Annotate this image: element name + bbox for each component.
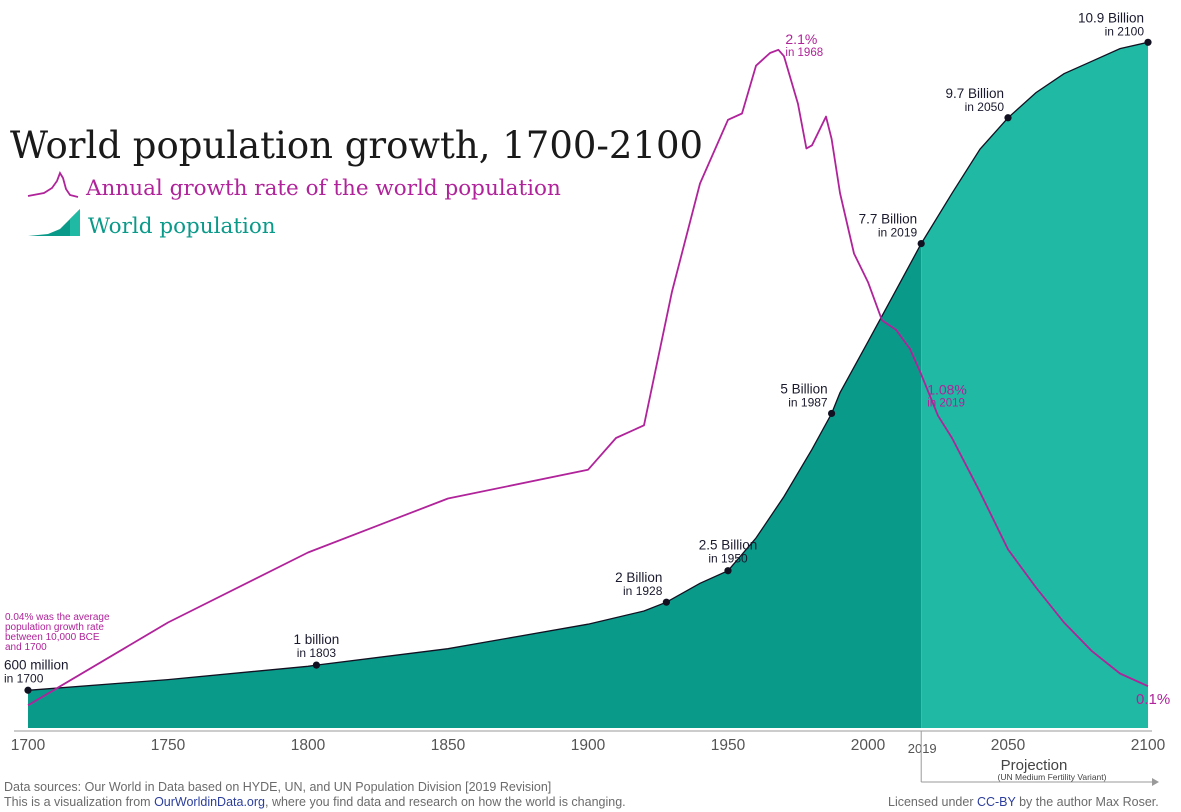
data-point-layer xyxy=(24,38,1152,694)
legend-population-label: World population xyxy=(88,214,276,239)
population-point-1928 xyxy=(662,598,671,606)
population-area-icon xyxy=(28,209,80,236)
population-sublabel-1700: in 1700 xyxy=(4,671,44,685)
x-tick-label-1800: 1800 xyxy=(291,737,326,754)
growth-note-line-3: between 10,000 BCE xyxy=(5,632,100,643)
cc-by-link[interactable]: CC-BY xyxy=(976,795,1016,809)
footer-sources: Data sources: Our World in Data based on… xyxy=(4,780,552,794)
projection-sublabel: (UN Medium Fertility Variant) xyxy=(998,772,1107,782)
growth-note-line-1: 0.04% was the average xyxy=(5,612,110,623)
population-sublabel-1987: in 1987 xyxy=(788,395,828,409)
x-tick-label-2100: 2100 xyxy=(1131,737,1166,754)
population-label-2100: 10.9 Billion xyxy=(1078,10,1144,25)
x-tick-label-1850: 1850 xyxy=(431,737,466,754)
population-label-2019: 7.7 Billion xyxy=(859,212,918,227)
projection-arrow-icon xyxy=(1152,778,1159,786)
chart-title: World population growth, 1700-2100 xyxy=(10,124,703,167)
footer-license-prefix: Licensed under xyxy=(888,795,977,809)
growth-note-line-4: and 1700 xyxy=(5,642,47,653)
growth-sublabel-2019: in 2019 xyxy=(927,397,965,409)
x-tick-label-2019: 2019 xyxy=(908,741,937,756)
population-sublabel-2019: in 2019 xyxy=(878,226,918,240)
growth-label-2100: 0.1% xyxy=(1136,691,1170,708)
population-point-1700 xyxy=(24,686,32,694)
growth-rate-line xyxy=(27,48,1149,707)
x-tick-label-2050: 2050 xyxy=(991,737,1026,754)
footer-license-suffix: by the author Max Roser. xyxy=(1015,795,1159,809)
population-area-layer xyxy=(28,42,1148,729)
footer-visualization: This is a visualization from OurWorldinD… xyxy=(4,795,626,810)
population-label-1700: 600 million xyxy=(4,657,69,672)
population-area-projection xyxy=(921,42,1148,729)
population-label-1987: 5 Billion xyxy=(780,381,827,396)
population-point-2050 xyxy=(1004,114,1012,122)
x-axis: 1700 1750 1800 1850 1900 1950 2000 2019 2050 2100… xyxy=(11,730,1166,786)
population-area-projection-icon xyxy=(70,209,80,236)
population-sublabel-2100: in 2100 xyxy=(1105,24,1145,38)
owid-link[interactable]: OurWorldinData.org xyxy=(154,795,265,809)
population-point-2019 xyxy=(917,240,925,248)
growth-note-line-2: population growth rate xyxy=(5,622,104,633)
growth-label-1968: 2.1% xyxy=(785,31,817,47)
growth-label-2019: 1.08% xyxy=(927,381,967,397)
population-sublabel-1803: in 1803 xyxy=(297,646,337,660)
legend-growth-label: Annual growth rate of the world populati… xyxy=(85,176,561,201)
population-label-1803: 1 billion xyxy=(294,632,340,647)
population-area-historic xyxy=(28,243,922,728)
population-label-1950: 2.5 Billion xyxy=(699,538,758,553)
population-sublabel-1950: in 1950 xyxy=(708,552,748,566)
population-point-1950 xyxy=(724,567,732,575)
growth-line-icon xyxy=(27,170,79,198)
population-point-1803 xyxy=(312,661,320,669)
x-tick-label-2000: 2000 xyxy=(851,737,886,754)
population-sublabel-2050: in 2050 xyxy=(965,100,1005,114)
legend: Annual growth rate of the world populati… xyxy=(27,170,561,239)
population-label-2050: 9.7 Billion xyxy=(945,86,1004,101)
x-tick-label-1700: 1700 xyxy=(11,737,46,754)
x-tick-label-1750: 1750 xyxy=(151,737,186,754)
population-sublabel-1928: in 1928 xyxy=(623,584,663,598)
projection-label: Projection xyxy=(1001,757,1068,774)
population-label-1928: 2 Billion xyxy=(615,570,662,585)
x-tick-label-1950: 1950 xyxy=(711,737,746,754)
population-point-1987 xyxy=(828,409,836,418)
growth-sublabel-1968: in 1968 xyxy=(785,47,823,59)
footer-visualization-prefix: This is a visualization from xyxy=(4,795,155,809)
x-tick-label-1900: 1900 xyxy=(571,737,606,754)
footer-visualization-suffix: , where you find data and research on ho… xyxy=(265,795,626,809)
population-line xyxy=(27,41,1149,691)
footer-license: Licensed under CC-BY by the author Max R… xyxy=(888,795,1159,810)
population-point-2100 xyxy=(1144,38,1152,46)
series-line-layer xyxy=(27,41,1149,707)
